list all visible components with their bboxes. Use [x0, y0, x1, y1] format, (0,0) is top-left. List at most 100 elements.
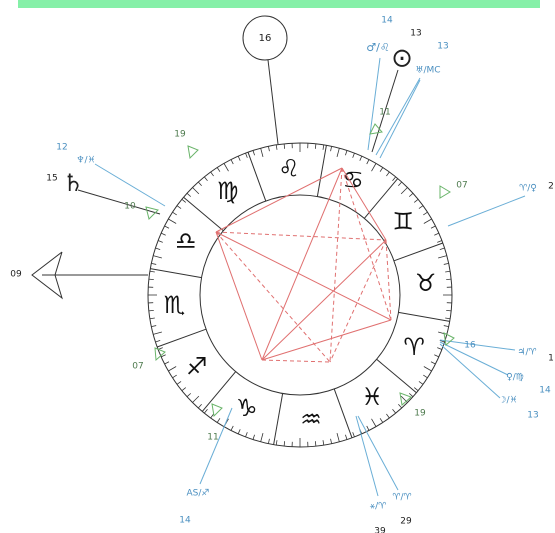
degree-tick — [210, 171, 214, 177]
degree-tick — [418, 205, 424, 209]
planet: ♀/♍ — [506, 373, 524, 383]
top-marker: 16 — [259, 33, 272, 44]
degree-tick — [408, 393, 414, 398]
degree-tick — [445, 317, 451, 320]
degree-tick — [437, 347, 443, 350]
degree-tick — [413, 387, 419, 391]
degree: 11 — [379, 108, 390, 118]
degree-tick — [400, 187, 408, 195]
degree-tick — [181, 387, 187, 391]
degree-tick — [153, 331, 162, 335]
aspect-lines — [215, 167, 392, 363]
sign-divider — [183, 196, 224, 232]
degree-tick — [153, 255, 162, 259]
sign-divider — [363, 178, 399, 219]
degree-tick — [386, 171, 390, 177]
degree: 13 — [527, 411, 538, 421]
degree-tick — [439, 340, 445, 343]
degree-tick — [423, 374, 428, 379]
degree-tick — [237, 155, 241, 161]
degree: 1 — [548, 354, 554, 364]
degree: 11 — [207, 433, 218, 443]
degree-tick — [151, 325, 157, 327]
degree-tick — [155, 340, 161, 343]
degree-tick — [197, 181, 202, 187]
sign-divider — [273, 393, 284, 445]
degree: 39 — [374, 527, 386, 533]
degree-tick — [181, 199, 187, 203]
sign-divider — [398, 311, 450, 322]
degree-tick — [371, 163, 377, 172]
degree-tick — [352, 432, 355, 438]
zodiac-sign: ♏ — [164, 291, 186, 319]
degree: 15 — [46, 174, 57, 184]
degree-tick — [371, 418, 377, 427]
degree-tick — [423, 218, 432, 224]
degree-tick — [423, 366, 432, 372]
degree-tick — [330, 438, 332, 444]
zodiac-sign: ♑ — [236, 394, 258, 422]
degree-tick — [392, 176, 396, 182]
top-band — [18, 0, 540, 8]
degree: 19 — [174, 130, 186, 140]
degree-tick — [192, 395, 200, 403]
degree: 14 — [179, 516, 191, 526]
degree-tick — [434, 232, 440, 236]
degree-tick — [160, 354, 166, 358]
degree-tick — [230, 425, 234, 431]
sign-divider — [376, 358, 417, 394]
degree-tick — [283, 441, 286, 447]
planet: ⊙ — [391, 44, 413, 74]
top-marker-circle — [242, 15, 288, 61]
planet: ♃/♈ — [517, 348, 537, 358]
planet: ☽/♓ — [498, 396, 517, 406]
degree-tick — [260, 433, 264, 442]
degree-tick — [330, 146, 332, 152]
degree-tick — [252, 434, 255, 440]
sign-divider — [316, 145, 327, 197]
planet: ⚹/♈ — [370, 502, 387, 512]
degree-tick — [366, 425, 370, 431]
degree-tick — [359, 155, 363, 161]
degree-tick — [148, 309, 154, 312]
degree-tick — [160, 232, 166, 236]
degree-tick — [204, 408, 208, 414]
degree-tick — [336, 433, 340, 442]
degree-tick — [210, 413, 214, 419]
degree-tick — [345, 434, 348, 440]
degree-tick — [157, 240, 163, 243]
degree-tick — [418, 381, 424, 385]
degree-tick — [151, 263, 157, 265]
sign-divider — [150, 268, 202, 279]
degree: 16 — [464, 341, 476, 351]
degree-tick — [230, 159, 234, 165]
connector-lines — [31, 57, 526, 497]
degree: 07 — [456, 181, 467, 191]
degree-tick — [439, 247, 445, 250]
planet: ♄ — [62, 169, 84, 197]
aspect-triangles — [145, 123, 455, 418]
degree: 10 — [124, 202, 136, 212]
degree-tick — [172, 211, 177, 216]
zodiac-sign: ♓ — [362, 383, 384, 411]
degree-tick — [155, 247, 161, 250]
degree-tick — [437, 240, 443, 243]
degree-tick — [345, 150, 348, 156]
degree-tick — [413, 199, 419, 203]
degree-tick — [268, 438, 270, 444]
degree-tick — [379, 167, 384, 172]
degree-tick — [392, 408, 396, 414]
degree: 2 — [548, 182, 554, 192]
degree-tick — [386, 413, 390, 419]
zodiac-sign: ♈ — [403, 333, 425, 361]
zodiac-sign: ♉ — [415, 269, 437, 297]
planet: ♂/♌ — [366, 41, 389, 54]
degree-tick — [223, 163, 229, 172]
zodiac-sign: ♐ — [186, 352, 208, 380]
zodiac-sign: ♒ — [300, 406, 322, 434]
labels: 16 09 14 13 ♂/♌ ⊙ 13 ♅/MC 11 19 12 ♆/♓ 1… — [10, 16, 554, 533]
wheel: ♌ ♋ ♊ ♉ ♈ ♓ ♒ ♑ ♐ ♏ ♎ ♍ — [147, 142, 453, 448]
degree-tick — [398, 403, 403, 409]
degree-tick — [283, 143, 286, 149]
